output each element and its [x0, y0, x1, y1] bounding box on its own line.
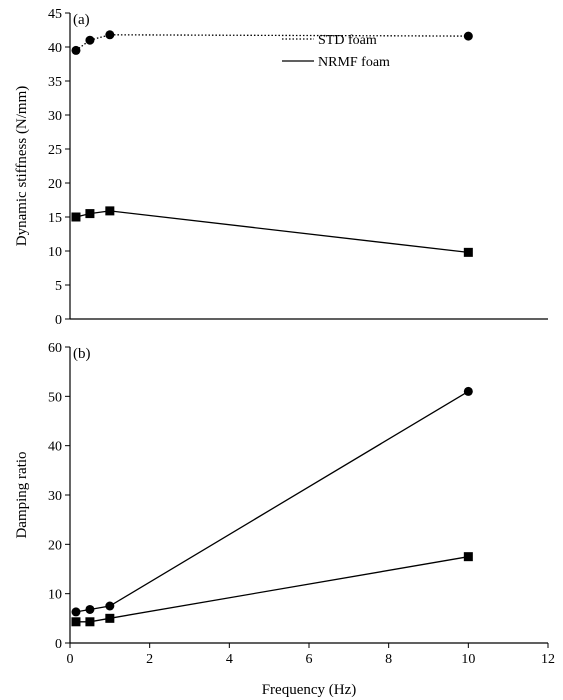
y-axis-label: Damping ratio [14, 451, 30, 538]
data-point [463, 386, 473, 396]
data-point [105, 206, 115, 216]
x-tick-label: 2 [146, 652, 153, 667]
data-point [85, 35, 95, 45]
data-point [85, 617, 95, 627]
y-tick-label: 5 [55, 279, 62, 294]
data-point [463, 552, 473, 562]
y-tick-label: 0 [55, 637, 62, 652]
y-tick-label: 15 [48, 211, 62, 226]
legend-entry: NRMF foam [318, 55, 390, 70]
data-point [71, 617, 81, 627]
y-tick-label: 25 [48, 143, 62, 158]
panel-label: (b) [73, 346, 91, 362]
y-tick-label: 40 [48, 41, 62, 56]
data-point [85, 209, 95, 219]
y-axis-label: Dynamic stiffness (N/mm) [14, 86, 30, 247]
y-tick-label: 60 [48, 341, 62, 356]
data-point [71, 212, 81, 222]
panel-b: 0 10 20 30 40 50 60 0 2 4 6 8 10 12 (b) Damping ratio Fr… [14, 341, 555, 698]
data-point [463, 31, 473, 41]
data-point [105, 30, 115, 40]
y-tick-label: 20 [48, 538, 62, 553]
series-line [76, 556, 469, 623]
x-tick-label: 4 [226, 652, 233, 667]
y-tick-label: 30 [48, 489, 62, 504]
y-tick-label: 20 [48, 177, 62, 192]
x-tick-label: 0 [67, 652, 74, 667]
y-tick-label: 10 [48, 588, 62, 603]
x-tick-label: 6 [306, 652, 313, 667]
series-line [75, 390, 469, 613]
y-tick-label: 35 [48, 75, 62, 90]
data-point [105, 613, 115, 623]
x-axis-label: Frequency (Hz) [262, 682, 357, 698]
x-tick-label: 12 [541, 652, 555, 667]
data-point [105, 601, 115, 611]
data-point [71, 607, 81, 617]
data-point [71, 45, 81, 55]
data-point [85, 604, 95, 614]
y-tick-label: 45 [48, 7, 62, 22]
y-tick-label: 0 [55, 313, 62, 328]
y-tick-label: 50 [48, 390, 62, 405]
legend-entry: STD foam [318, 33, 377, 48]
data-point [463, 247, 473, 257]
y-tick-label: 30 [48, 109, 62, 124]
y-tick-label: 10 [48, 245, 62, 260]
series-line [75, 34, 469, 51]
panel-label: (a) [73, 12, 90, 28]
x-tick-label: 10 [461, 652, 475, 667]
series-line [75, 210, 469, 254]
x-tick-label: 8 [385, 652, 392, 667]
y-tick-label: 40 [48, 440, 62, 455]
panel-a: 0 5 10 15 20 25 30 35 40 45 (a) Dynamic stiffness (… [14, 7, 548, 328]
